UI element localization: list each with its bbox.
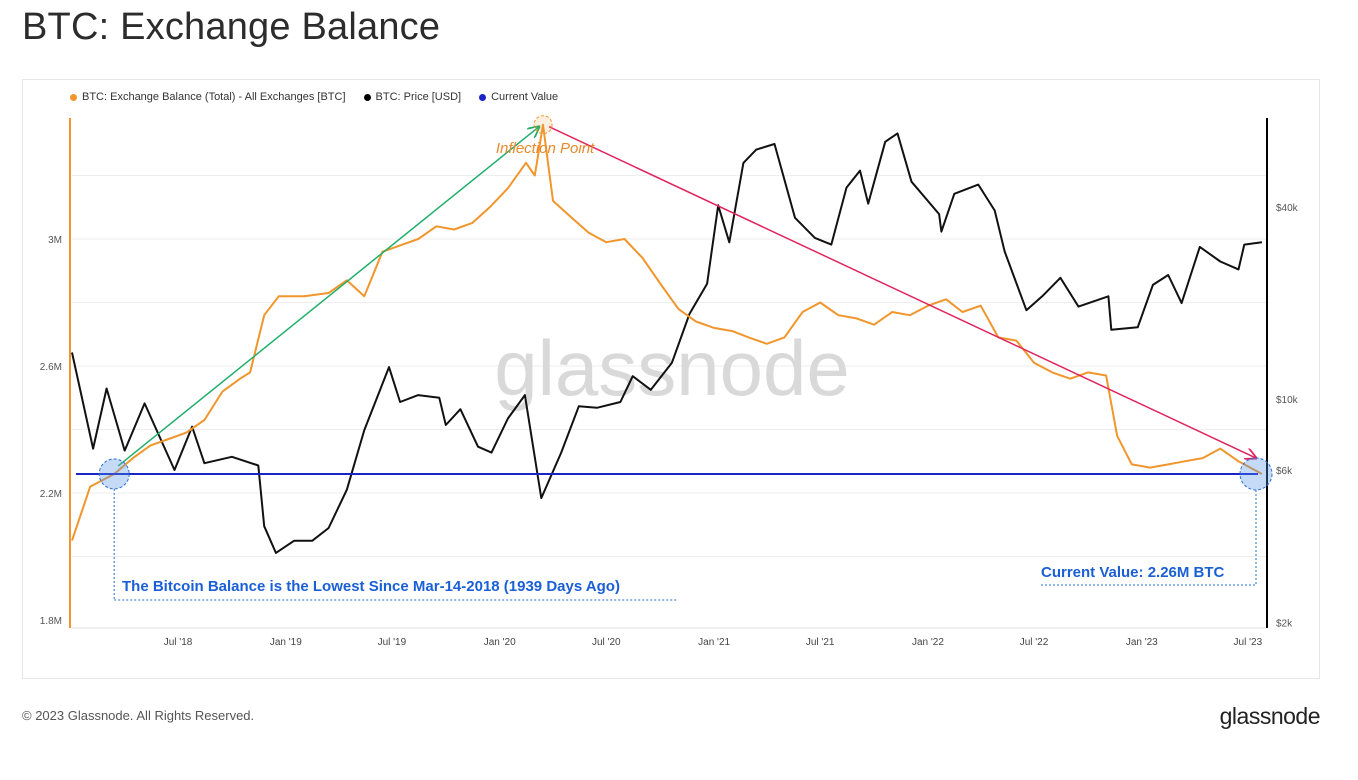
x-tick-label: Jul '23 <box>1234 637 1263 648</box>
uptrend-arrow <box>117 127 539 467</box>
page-title: BTC: Exchange Balance <box>22 6 441 48</box>
downtrend-arrow <box>548 126 1256 458</box>
x-tick-label: Jul '18 <box>164 637 193 648</box>
legend-label-balance: BTC: Exchange Balance (Total) - All Exch… <box>82 91 346 103</box>
chart-legend: BTC: Exchange Balance (Total) - All Exch… <box>70 91 558 103</box>
x-tick-label: Jul '19 <box>378 637 407 648</box>
brand-logo: glassnode <box>1219 703 1321 729</box>
y-right-tick-label: $40k <box>1276 203 1299 214</box>
legend-label-current: Current Value <box>491 91 559 103</box>
current-value-label: Current Value: 2.26M BTC <box>1041 564 1225 581</box>
legend-dot-price-icon <box>363 93 371 101</box>
y-right-tick-label: $10k <box>1276 395 1299 406</box>
lowest-since-label: The Bitcoin Balance is the Lowest Since … <box>122 578 620 595</box>
y-right-tick-label: $6k <box>1276 466 1293 477</box>
x-tick-label: Jan '19 <box>270 637 302 648</box>
copyright-text: © 2023 Glassnode. All Rights Reserved. <box>22 708 255 723</box>
x-tick-label: Jan '22 <box>912 637 944 648</box>
y-left-tick-label: 1.8M <box>40 616 62 627</box>
inflection-label: Inflection Point <box>496 140 595 157</box>
watermark-text: glassnode <box>494 324 850 412</box>
y-left-tick-label: 3M <box>48 235 62 246</box>
legend-dot-balance-icon <box>70 93 77 101</box>
legend-label-price: BTC: Price [USD] <box>375 91 462 103</box>
legend-item-price[interactable]: BTC: Price [USD] <box>363 91 462 103</box>
x-tick-label: Jan '21 <box>698 637 730 648</box>
chart-frame <box>22 79 1320 679</box>
legend-item-balance[interactable]: BTC: Exchange Balance (Total) - All Exch… <box>70 91 346 103</box>
x-tick-label: Jan '23 <box>1126 637 1158 648</box>
x-tick-label: Jul '21 <box>806 637 835 648</box>
x-tick-label: Jan '20 <box>484 637 516 648</box>
y-left-tick-label: 2.6M <box>40 362 62 373</box>
lowest-since-marker <box>98 458 130 490</box>
y-right-tick-label: $2k <box>1276 618 1293 629</box>
x-tick-label: Jul '20 <box>592 637 621 648</box>
price-series-line <box>71 132 1263 554</box>
inflection-marker <box>533 115 553 135</box>
legend-item-current-value[interactable]: Current Value <box>479 91 558 103</box>
current-value-marker <box>1239 457 1273 491</box>
y-left-tick-label: 2.2M <box>40 489 62 500</box>
x-tick-label: Jul '22 <box>1020 637 1049 648</box>
legend-dot-current-icon <box>479 93 487 101</box>
